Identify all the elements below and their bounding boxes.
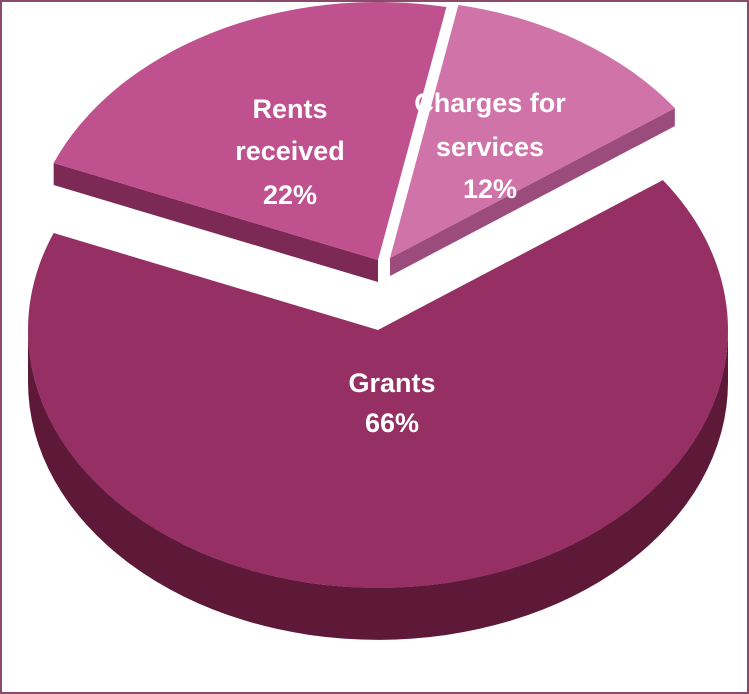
charges-percent-label: 12% <box>463 174 517 204</box>
charges-label-line1: Charges for <box>414 88 566 118</box>
grants-label: Grants <box>348 368 435 398</box>
rents-label-line1: Rents <box>252 94 327 124</box>
rents-slice-side <box>53 163 379 282</box>
grants-slice <box>27 180 728 588</box>
grants-percent-label: 66% <box>365 408 419 438</box>
grants-slice-side <box>28 330 728 640</box>
rents-label-line2: received <box>235 136 345 166</box>
rents-percent-label: 22% <box>263 180 317 210</box>
rents-received-slice <box>53 1 447 260</box>
charges-for-services-slice <box>390 4 675 259</box>
charges-slice-side <box>390 108 675 276</box>
charges-label-line2: services <box>436 132 544 162</box>
